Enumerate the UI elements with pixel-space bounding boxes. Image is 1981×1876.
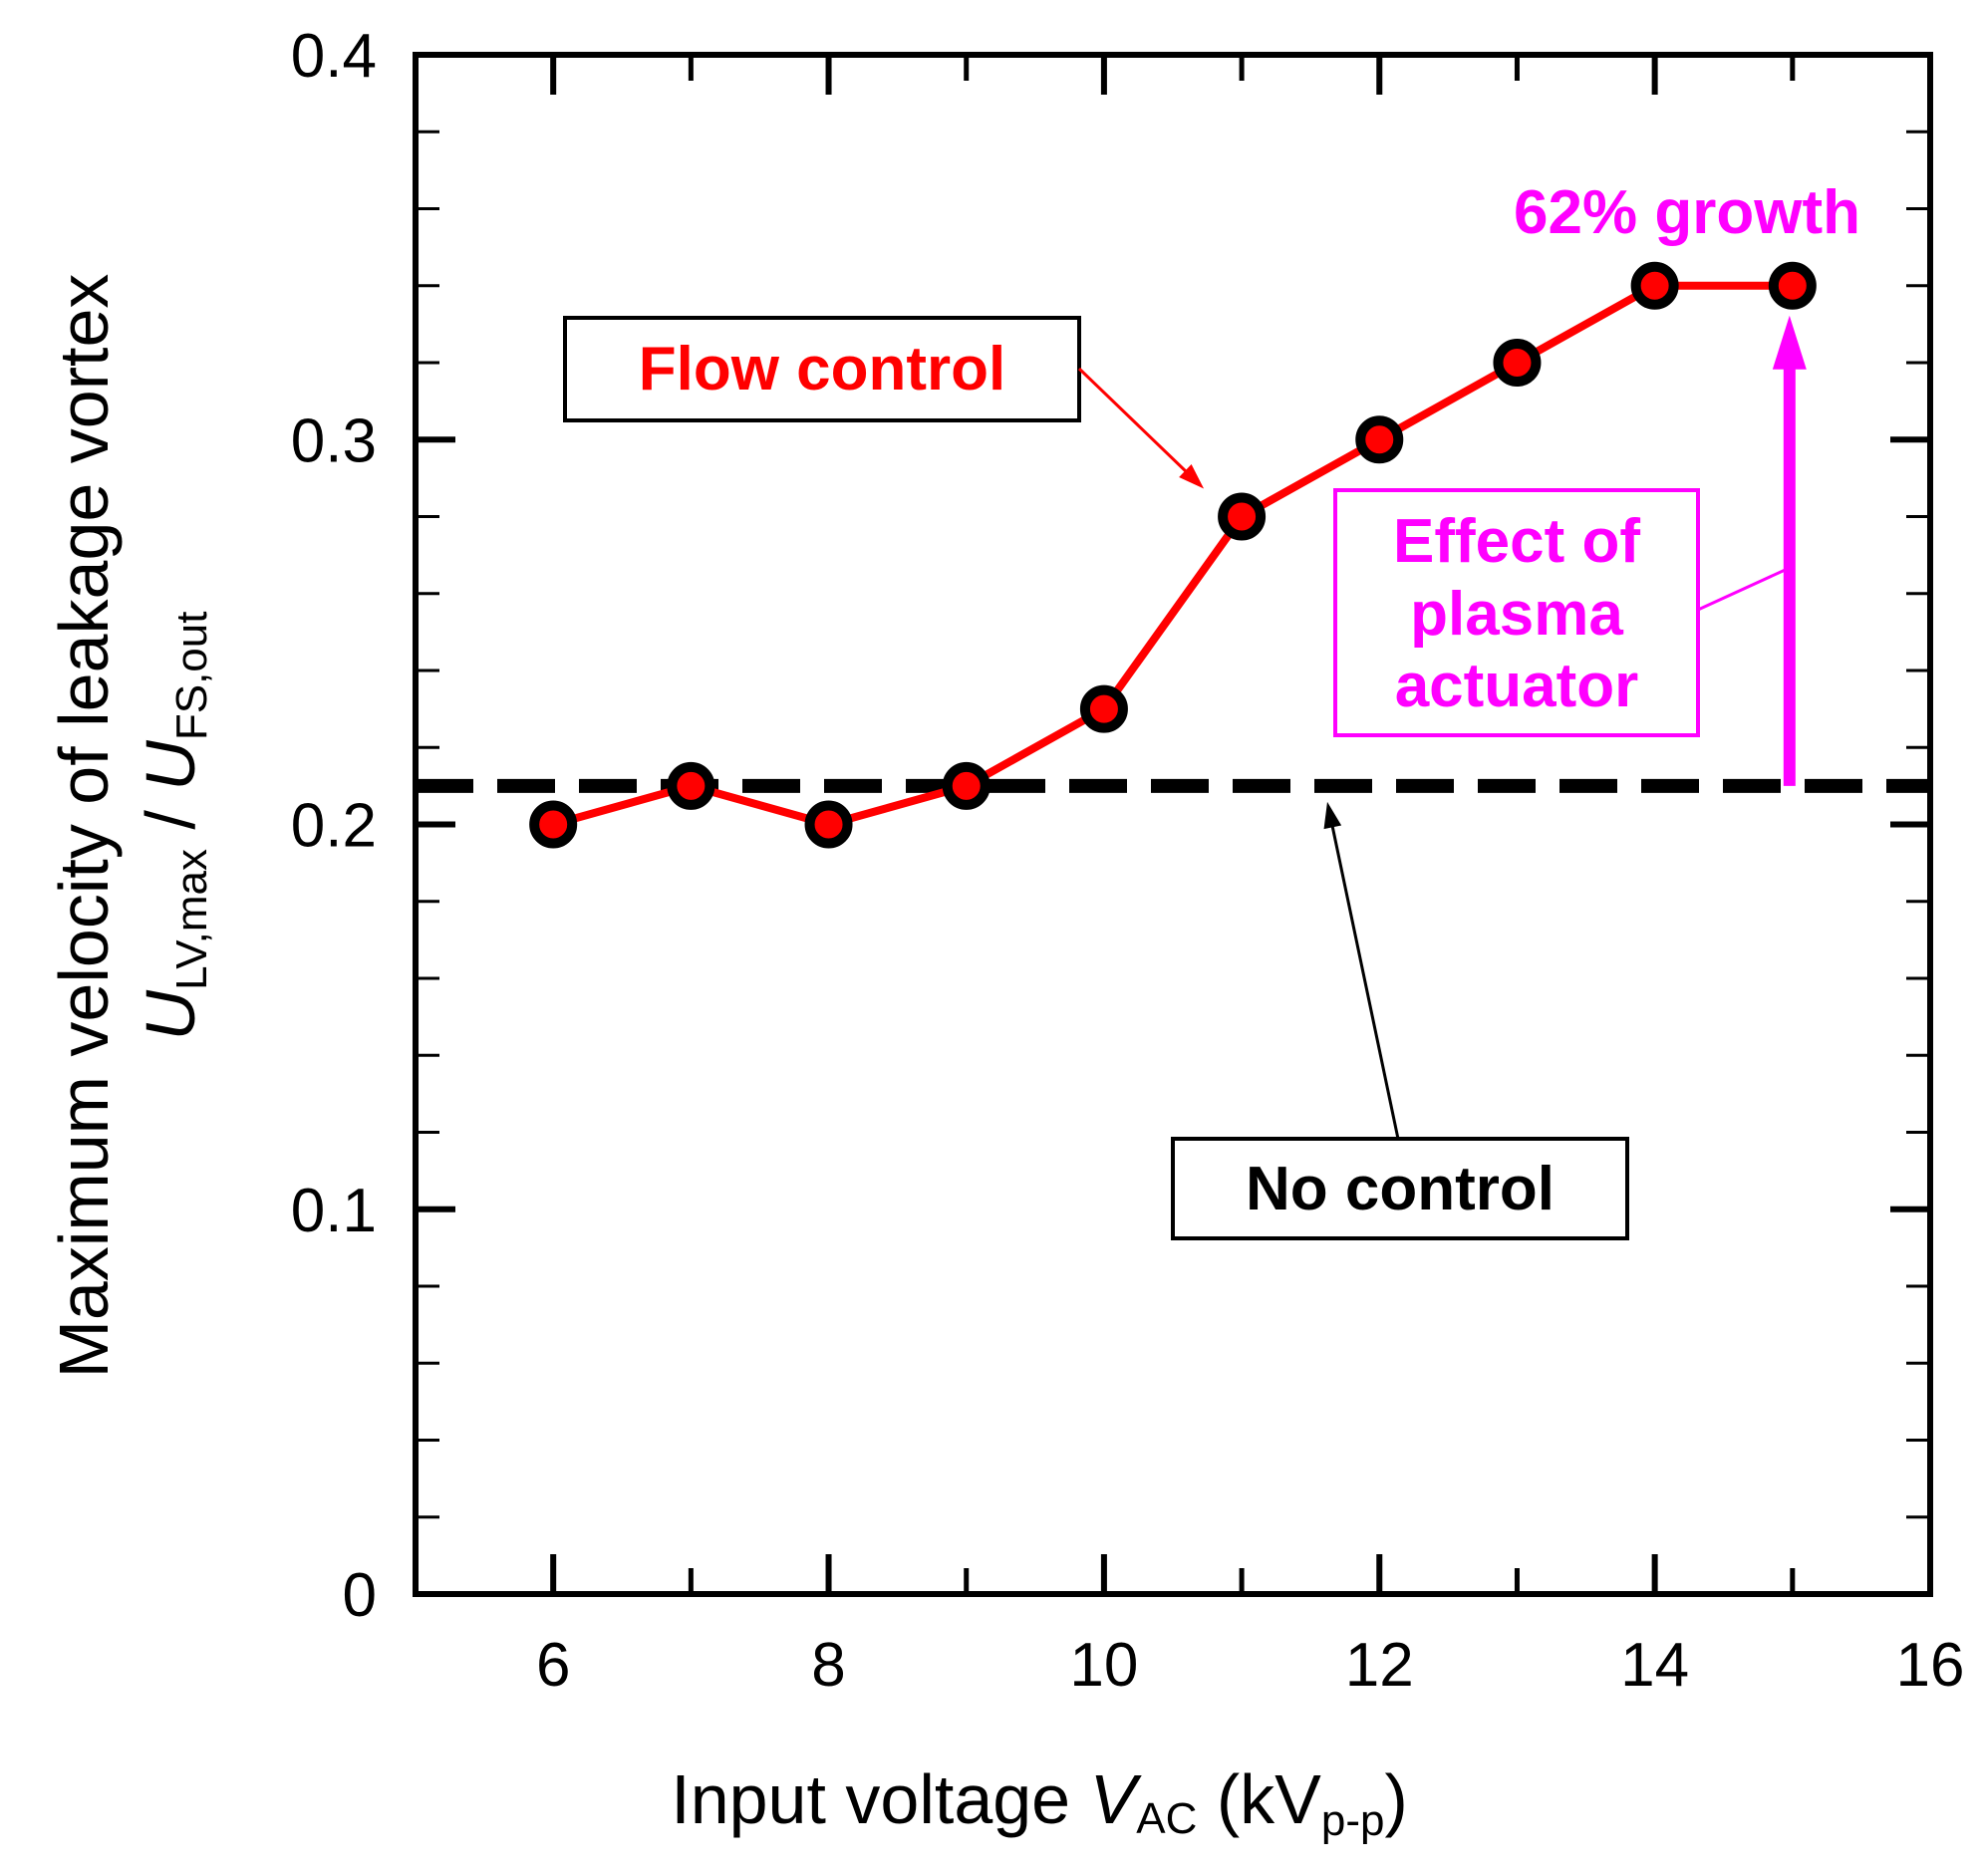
no-control-annotation: No control: [1171, 801, 1629, 1240]
data-point: [1768, 261, 1817, 310]
data-point: [942, 761, 990, 810]
axis-ticks: [413, 52, 1933, 1597]
effect-label-line-1: Effect of: [1393, 507, 1640, 576]
growth-label: 62% growth: [1514, 178, 1860, 247]
x-tick-label: 16: [1896, 1631, 1965, 1700]
x-tick-label: 6: [536, 1631, 570, 1700]
flow-control-pointer: [1077, 367, 1191, 476]
data-point: [1355, 415, 1404, 464]
plot-frame: [413, 52, 1933, 1597]
data-point: [1218, 492, 1267, 541]
data-point: [1630, 261, 1679, 310]
effect-annotation: Effect of plasma actuator 62% growth: [1333, 178, 1860, 786]
y-tick-label: 0.3: [291, 406, 377, 475]
y-axis-title: Maximum velocity of leakage vortex: [45, 274, 123, 1379]
flow-control-annotation: Flow control: [563, 316, 1205, 489]
effect-arrow-head: [1772, 315, 1807, 370]
data-point: [667, 761, 715, 810]
data-point: [804, 800, 853, 849]
x-tick-label: 10: [1069, 1631, 1138, 1700]
x-tick-label: 14: [1620, 1631, 1689, 1700]
effect-label-line-3: actuator: [1395, 652, 1639, 720]
flow-control-points: [529, 261, 1817, 849]
x-tick-label: 12: [1345, 1631, 1414, 1700]
x-axis-title: Input voltage VAC (kVp-p): [671, 1760, 1408, 1845]
effect-label-line-2: plasma: [1410, 580, 1623, 649]
effect-label-box: [1333, 488, 1700, 737]
effect-leader-line: [1697, 566, 1791, 612]
x-tick-labels: 6 8 10 12 14 16: [536, 1631, 1965, 1700]
x-tick-label: 8: [811, 1631, 845, 1700]
y-tick-label: 0.1: [291, 1177, 377, 1245]
no-control-pointer: [1329, 821, 1400, 1140]
y-tick-label: 0.2: [291, 792, 377, 861]
flow-control-label-box: [563, 316, 1081, 422]
y-axis-title-line-2-group: ULV,max / UFS,out: [132, 612, 216, 1041]
y-tick-label: 0: [343, 1561, 377, 1630]
y-tick-labels: 0 0.1 0.2 0.3 0.4: [291, 22, 377, 1630]
data-point: [1493, 339, 1542, 387]
data-point: [529, 800, 578, 849]
no-control-pointer-head: [1323, 801, 1342, 830]
no-control-label-box: [1171, 1137, 1629, 1240]
data-point: [1079, 684, 1128, 733]
y-axis-title-line-1: Maximum velocity of leakage vortex: [45, 274, 123, 1379]
flow-control-line: [552, 281, 1793, 829]
y-tick-label: 0.4: [291, 22, 377, 91]
flow-control-series: [529, 261, 1817, 849]
y-axis-title-line-2: ULV,max / UFS,out: [132, 612, 216, 1041]
flow-control-pointer-head: [1179, 463, 1205, 489]
flow-control-label: Flow control: [639, 335, 1006, 403]
no-control-label: No control: [1246, 1155, 1555, 1223]
